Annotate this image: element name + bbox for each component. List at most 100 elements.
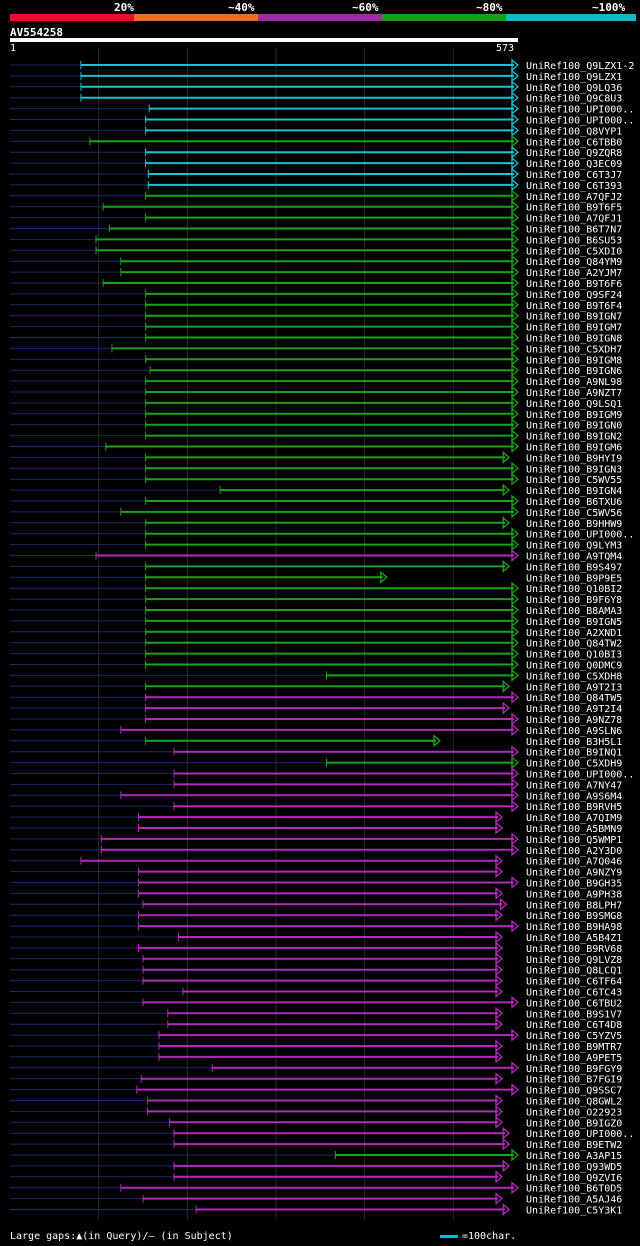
hit-label: UniRef100_Q9LYM3 [526, 541, 622, 552]
hit-label: UniRef100_A5BMN9 [526, 824, 622, 835]
hit-arrow [495, 1115, 504, 1129]
hit-label: UniRef100_B9IGN8 [526, 334, 622, 345]
hit-label: UniRef100_C5YZV5 [526, 1031, 622, 1042]
hit-label: UniRef100_C6TC43 [526, 988, 622, 999]
hit-label: UniRef100_A9NZT7 [526, 388, 622, 399]
hit-label: UniRef100_Q9LZX1 [526, 72, 622, 83]
hit-label: UniRef100_B9P9E5 [526, 573, 622, 584]
hit-arrow [511, 91, 520, 105]
hit-arrow [502, 1203, 511, 1216]
hit-label: UniRef100_B9ETW2 [526, 1140, 622, 1151]
hit-label: UniRef100_A5AJ46 [526, 1195, 622, 1206]
hit-label: UniRef100_C5XDI0 [526, 246, 622, 257]
hit-arrow [495, 810, 504, 824]
hit-label: UniRef100_A9T2I4 [526, 704, 622, 715]
hit-label: UniRef100_B9S1V7 [526, 1009, 622, 1020]
hit-arrow [495, 941, 504, 955]
hit-arrow [511, 647, 520, 660]
hit-label: UniRef100_C5WV55 [526, 475, 622, 486]
hit-arrow [511, 156, 520, 170]
hit-label: UniRef100_Q9C8U3 [526, 94, 622, 105]
hit-label: UniRef100_C6TBU2 [526, 998, 622, 1009]
hit-arrow [511, 243, 520, 257]
hit-label: UniRef100_A5B4Z1 [526, 933, 622, 944]
hit-arrow [511, 876, 520, 889]
hit-arrow [511, 254, 520, 268]
hit-label: UniRef100_A9NZ78 [526, 715, 622, 726]
hit-arrow [511, 352, 520, 366]
legend-label: ~80% [476, 1, 503, 14]
hit-label: UniRef100_C5XDH7 [526, 344, 622, 355]
hit-label: UniRef100_A7QIM9 [526, 813, 622, 824]
hit-arrow [511, 527, 520, 541]
hit-label: UniRef100_Q10BI2 [526, 584, 622, 595]
hit-label: UniRef100_B9HHW9 [526, 519, 622, 530]
hit-label: UniRef100_B9IGN7 [526, 312, 622, 323]
query-bar [10, 38, 518, 42]
gaps-legend: Large gaps:▲(in Query)/— (in Subject) [10, 1231, 233, 1242]
hit-label: UniRef100_A7Q046 [526, 857, 622, 868]
hit-arrow [495, 1006, 504, 1020]
hit-arrow [511, 331, 520, 344]
hit-arrow [502, 516, 511, 530]
hit-arrow [433, 734, 441, 748]
hit-label: UniRef100_B9MTR7 [526, 1042, 622, 1053]
hit-label: UniRef100_B9GH35 [526, 879, 622, 890]
hit-arrow [495, 1072, 504, 1086]
legend-segment [258, 14, 382, 21]
hit-arrow [495, 1094, 504, 1107]
hit-label: UniRef100_B9SMG8 [526, 911, 622, 922]
hit-label: UniRef100_Q9LZX1-2 [526, 61, 634, 72]
hit-arrow [502, 1126, 511, 1140]
hit-label: UniRef100_B9IGM7 [526, 323, 622, 334]
hit-arrow [511, 233, 520, 246]
hit-arrow [511, 712, 520, 726]
hit-label: UniRef100_B9IGM8 [526, 355, 622, 366]
hit-label: UniRef100_C5WV56 [526, 508, 622, 519]
hit-arrow [511, 418, 520, 432]
legend-segment [134, 14, 258, 21]
hit-arrow [511, 581, 520, 595]
hit-label: UniRef100_B6T0D5 [526, 1184, 622, 1195]
hit-label: UniRef100_A9NL98 [526, 377, 622, 388]
hit-arrow [511, 603, 520, 617]
hit-arrow [511, 385, 520, 399]
hit-arrow [495, 930, 504, 944]
hit-label: UniRef100_C6TF64 [526, 977, 622, 988]
hit-label: UniRef100_C6T3J7 [526, 170, 622, 181]
hit-arrow [511, 723, 520, 737]
hit-arrow [511, 472, 520, 486]
hit-arrow [511, 440, 520, 453]
hit-arrow [511, 494, 520, 508]
hit-arrow [511, 1181, 520, 1195]
hit-arrow [502, 701, 511, 715]
hit-label: UniRef100_B9FGY9 [526, 1064, 622, 1075]
hit-arrow [495, 985, 504, 998]
hit-arrow [511, 167, 520, 181]
hit-arrow [511, 832, 520, 846]
hit-arrow [502, 560, 511, 573]
hit-label: UniRef100_UPI000.. [526, 770, 634, 781]
hit-label: UniRef100_B9RV68 [526, 944, 622, 955]
hit-label: UniRef100_Q9LQ36 [526, 83, 622, 94]
hit-arrow [511, 178, 520, 192]
hit-label: UniRef100_C5XDH8 [526, 671, 622, 682]
hit-label: UniRef100_B6SU53 [526, 235, 622, 246]
hit-label: UniRef100_Q9LVZ8 [526, 955, 622, 966]
hit-label: UniRef100_C6T393 [526, 181, 622, 192]
hit-label: UniRef100_UPI000.. [526, 530, 634, 541]
legend-segment [382, 14, 506, 21]
hit-label: UniRef100_A9NZY9 [526, 868, 622, 879]
hit-arrow [511, 189, 520, 203]
hit-arrow [511, 363, 520, 377]
hit-arrow [511, 461, 520, 475]
hit-label: UniRef100_B9IGM9 [526, 410, 622, 421]
hit-label: UniRef100_Q0DMC9 [526, 661, 622, 672]
hit-arrow [511, 592, 520, 606]
hit-label: UniRef100_C5XDH9 [526, 759, 622, 770]
hit-arrow [511, 549, 520, 562]
hit-arrow [495, 974, 504, 987]
hit-arrow [511, 374, 520, 388]
hit-label: UniRef100_B9F6Y8 [526, 595, 622, 606]
